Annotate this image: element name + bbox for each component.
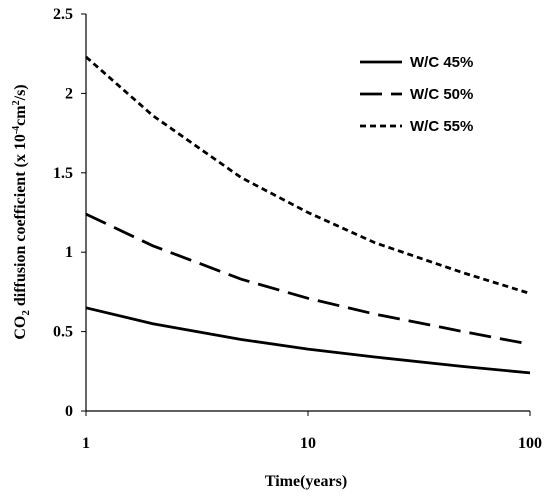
y-label-subscript: 2 [20, 310, 32, 316]
x-tick-label: 100 [518, 435, 542, 452]
y-label-superscript-1: -4 [11, 126, 22, 134]
legend-label: W/C 50% [410, 86, 473, 103]
series-line-2 [85, 212, 531, 346]
y-label-unit: cm [12, 105, 29, 126]
x-tick-label: 10 [300, 435, 316, 452]
series-line-1 [85, 306, 531, 375]
legend: W/C 45% W/C 50% W/C 55% [360, 54, 473, 135]
y-tick-label: 2 [65, 85, 73, 102]
y-axis-label: CO2 diffusion coefficient (x 10-4cm2/s) [11, 84, 32, 339]
y-tick-label: 0 [65, 403, 73, 420]
y-tick-label: 0.5 [53, 324, 73, 341]
x-axis-label: Time(years) [265, 473, 347, 490]
x-ticks: 1 10 100 [82, 411, 542, 452]
legend-label: W/C 45% [410, 54, 473, 71]
y-label-superscript-2: 2 [11, 100, 22, 105]
y-label-middle: diffusion coefficient (x 10 [12, 134, 29, 310]
y-tick-label: 1 [65, 244, 73, 261]
y-tick-label: 1.5 [53, 165, 73, 182]
y-ticks: 0 0.5 1 1.5 2 2.5 [53, 6, 86, 420]
series-lines [85, 55, 531, 375]
series-line-3 [85, 55, 531, 295]
legend-label: W/C 55% [410, 118, 473, 135]
y-tick-label: 2.5 [53, 6, 73, 23]
x-tick-label: 1 [82, 435, 90, 452]
y-label-suffix: /s) [12, 84, 29, 101]
y-label-prefix: CO [12, 316, 29, 340]
